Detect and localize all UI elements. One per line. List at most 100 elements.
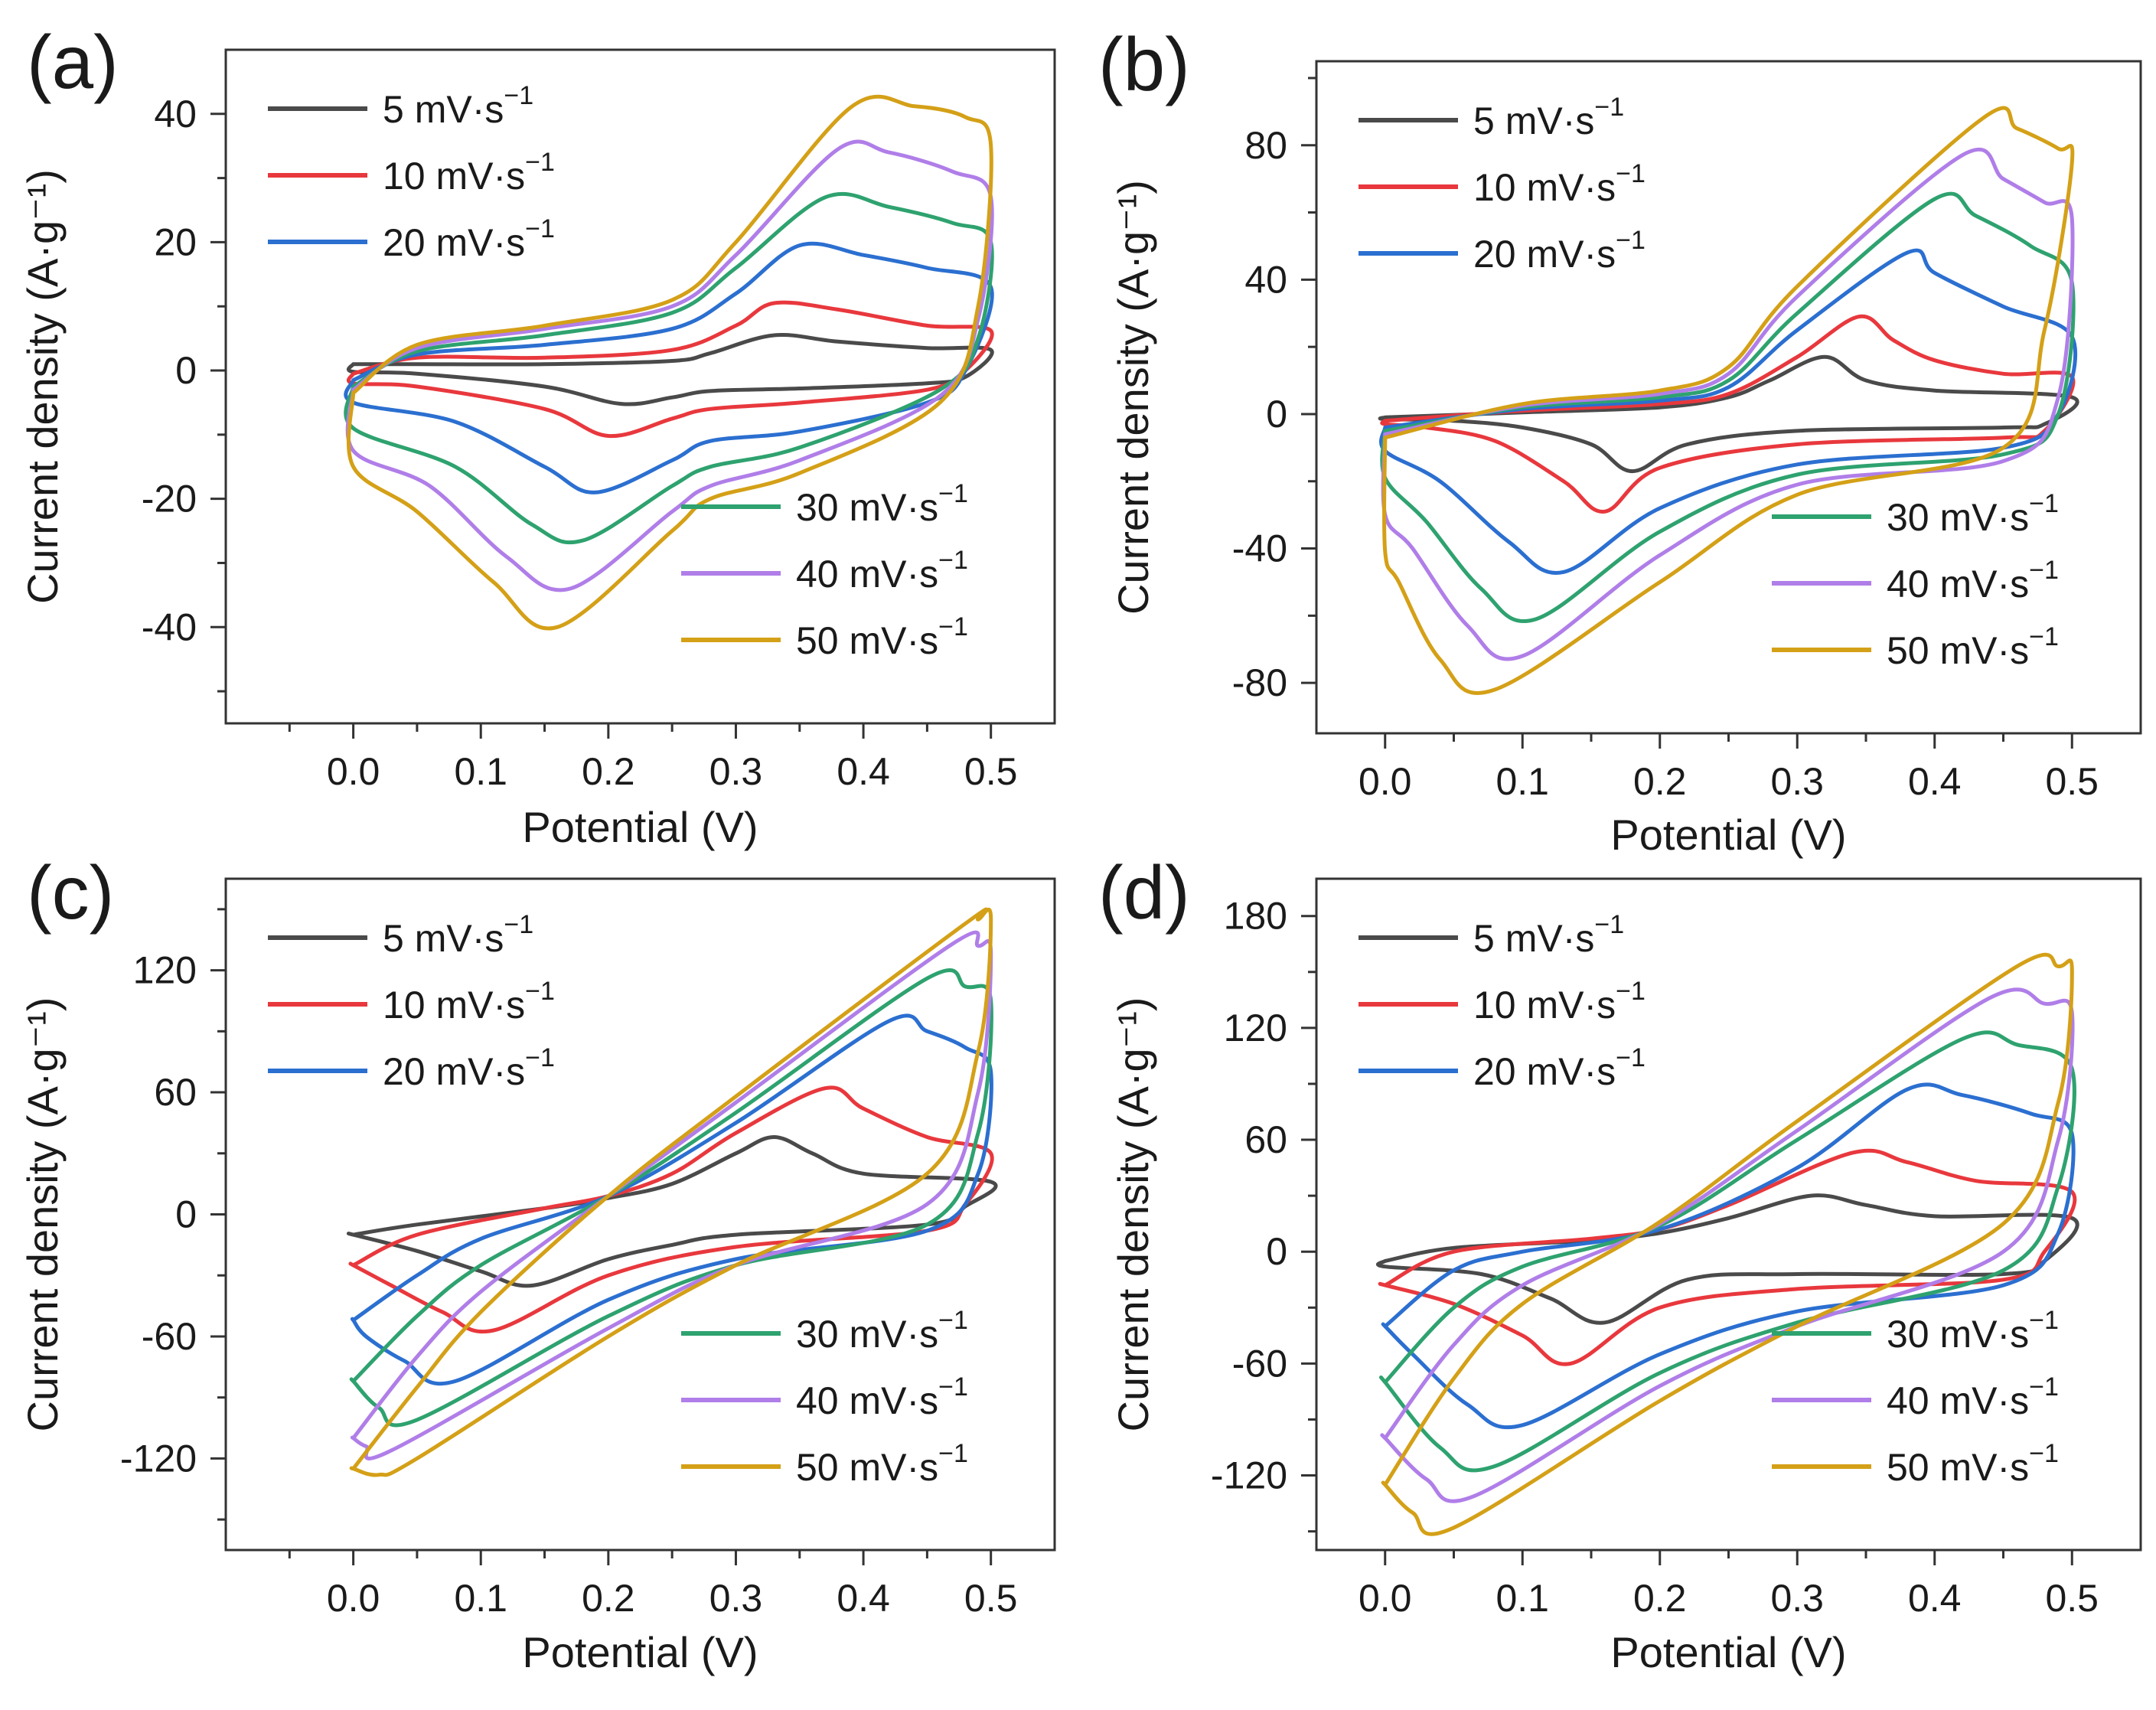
- legend-label-text: 40 mV·s: [1887, 1379, 2029, 1422]
- y-tick-label: 180: [1224, 895, 1287, 938]
- x-tick-label: 0.3: [1770, 760, 1824, 803]
- y-tick-label: 60: [1244, 1118, 1287, 1161]
- cv-curve-30-mv: [1379, 1030, 2076, 1473]
- legend-label: 20 mV·s−1: [383, 1043, 555, 1093]
- x-tick-label: 0.0: [327, 750, 380, 793]
- legend-label-superscript: −1: [2029, 1372, 2059, 1402]
- legend-label-superscript: −1: [938, 612, 968, 641]
- cv-curve-5-mv: [346, 1135, 998, 1288]
- cv-curve-30-mv: [349, 968, 993, 1428]
- legend-label: 10 mV·s−1: [1473, 159, 1646, 209]
- legend-label-superscript: −1: [525, 1043, 555, 1072]
- y-axis-title: Current density (A·g⁻¹): [18, 169, 67, 604]
- y-tick-label: 0: [175, 1193, 197, 1236]
- y-tick-label: 120: [133, 949, 197, 992]
- y-tick-label: 0: [1266, 393, 1287, 436]
- x-axis-title: Potential (V): [522, 803, 758, 851]
- y-tick-label: 0: [175, 349, 197, 392]
- legend-label-text: 50 mV·s: [1887, 1446, 2029, 1489]
- cv-curve-5-mv: [1376, 1193, 2079, 1325]
- y-tick-label: 80: [1244, 124, 1287, 167]
- legend-label: 30 mV·s−1: [1887, 1306, 2059, 1356]
- legend-label: 10 mV·s−1: [383, 148, 555, 197]
- legend-label: 5 mV·s−1: [383, 81, 533, 131]
- y-tick-label: -20: [142, 478, 197, 521]
- x-tick-label: 0.1: [1496, 760, 1549, 803]
- legend-label-superscript: −1: [2029, 556, 2059, 585]
- legend-label-text: 5 mV·s: [383, 917, 504, 960]
- cv-curve-20-mv: [1381, 1082, 2076, 1430]
- y-tick-label: -40: [1232, 527, 1287, 570]
- y-tick-label: 0: [1266, 1230, 1287, 1273]
- legend-label: 5 mV·s−1: [383, 910, 533, 960]
- y-axis-title: Current density (A·g⁻¹): [1109, 180, 1157, 615]
- legend-label: 30 mV·s−1: [1887, 489, 2059, 539]
- x-tick-label: 0.4: [1908, 1577, 1962, 1620]
- panel-label: (c): [27, 850, 114, 935]
- legend-label-superscript: −1: [938, 479, 968, 508]
- y-tick-label: -60: [1232, 1342, 1287, 1385]
- legend-label-text: 30 mV·s: [1887, 1313, 2029, 1356]
- x-tick-label: 0.2: [582, 1577, 635, 1620]
- x-tick-label: 0.1: [454, 1577, 507, 1620]
- legend-label-text: 10 mV·s: [383, 984, 525, 1026]
- y-tick-label: 60: [154, 1071, 197, 1114]
- legend-label-text: 5 mV·s: [383, 88, 504, 131]
- legend-label-superscript: −1: [1616, 977, 1646, 1006]
- y-tick-label: -60: [142, 1315, 197, 1358]
- legend-label-superscript: −1: [938, 1306, 968, 1335]
- legend-label-text: 10 mV·s: [383, 155, 525, 197]
- cv-curve-50-mv: [346, 94, 993, 631]
- legend-label-superscript: −1: [504, 81, 533, 110]
- legend-label-text: 50 mV·s: [796, 1446, 938, 1489]
- legend-label-superscript: −1: [1616, 159, 1646, 188]
- legend-label: 20 mV·s−1: [1473, 1043, 1646, 1093]
- legend-label: 40 mV·s−1: [796, 1372, 968, 1422]
- legend-label-text: 30 mV·s: [796, 1313, 938, 1356]
- legend-label: 50 mV·s−1: [796, 612, 968, 662]
- chart-panel-b: (b) 0.0 0.1 0.2 0.3 0.4 0.5 -80 -40 0 40 80 Potentia…: [1098, 22, 2142, 859]
- cv-curve-20-mv: [344, 241, 994, 494]
- cv-curve-10-mv: [347, 300, 994, 439]
- legend-label-text: 5 mV·s: [1473, 100, 1594, 142]
- cv-curve-5-mv: [1378, 354, 2079, 474]
- legend-label: 5 mV·s−1: [1473, 910, 1624, 960]
- y-tick-label: 120: [1224, 1007, 1287, 1049]
- x-tick-label: 0.4: [837, 1577, 890, 1620]
- y-tick-label: -120: [120, 1437, 197, 1480]
- legend-label-superscript: −1: [1616, 226, 1646, 255]
- legend-label: 10 mV·s−1: [1473, 977, 1646, 1026]
- legend-label-text: 5 mV·s: [1473, 917, 1594, 960]
- cv-curve-40-mv: [350, 930, 993, 1460]
- legend-label-text: 20 mV·s: [1473, 1050, 1616, 1093]
- chart-panel-d: (d) 0.0 0.1 0.2 0.3 0.4 0.5 -120 -60 0 60 120 180 Pot…: [1098, 850, 2142, 1676]
- legend-label-text: 40 mV·s: [796, 553, 938, 596]
- y-tick-label: 40: [1244, 258, 1287, 301]
- legend-label-text: 50 mV·s: [796, 619, 938, 662]
- legend-label-superscript: −1: [938, 1439, 968, 1468]
- legend-label-superscript: −1: [938, 546, 968, 575]
- x-axis-title: Potential (V): [1610, 811, 1846, 859]
- legend-label: 50 mV·s−1: [1887, 1439, 2059, 1489]
- cv-curve-20-mv: [1379, 248, 2078, 575]
- panel-label: (d): [1098, 850, 1190, 935]
- cv-curve-40-mv: [1381, 147, 2075, 661]
- y-tick-label: -120: [1211, 1454, 1287, 1497]
- x-tick-label: 0.2: [582, 750, 635, 793]
- y-axis-title: Current density (A·g⁻¹): [1109, 997, 1157, 1432]
- x-tick-label: 0.3: [709, 750, 763, 793]
- cv-curve-30-mv: [1380, 191, 2076, 624]
- y-axis-title: Current density (A·g⁻¹): [18, 997, 67, 1432]
- chart-panel-c: (c) 0.0 0.1 0.2 0.3 0.4 0.5 -120 -60 0 60 120 Potent…: [18, 850, 1056, 1676]
- legend-label-superscript: −1: [2029, 1306, 2059, 1335]
- cv-curve-20-mv: [350, 1013, 993, 1386]
- plot-frame: [224, 48, 1056, 725]
- x-tick-label: 0.1: [1496, 1577, 1549, 1620]
- x-axis-title: Potential (V): [1610, 1628, 1846, 1676]
- legend-label-text: 20 mV·s: [383, 1050, 525, 1093]
- legend-label-superscript: −1: [1594, 910, 1624, 939]
- x-tick-label: 0.1: [454, 750, 507, 793]
- y-tick-label: 40: [154, 93, 197, 135]
- x-tick-label: 0.5: [964, 750, 1018, 793]
- x-tick-label: 0.2: [1633, 760, 1687, 803]
